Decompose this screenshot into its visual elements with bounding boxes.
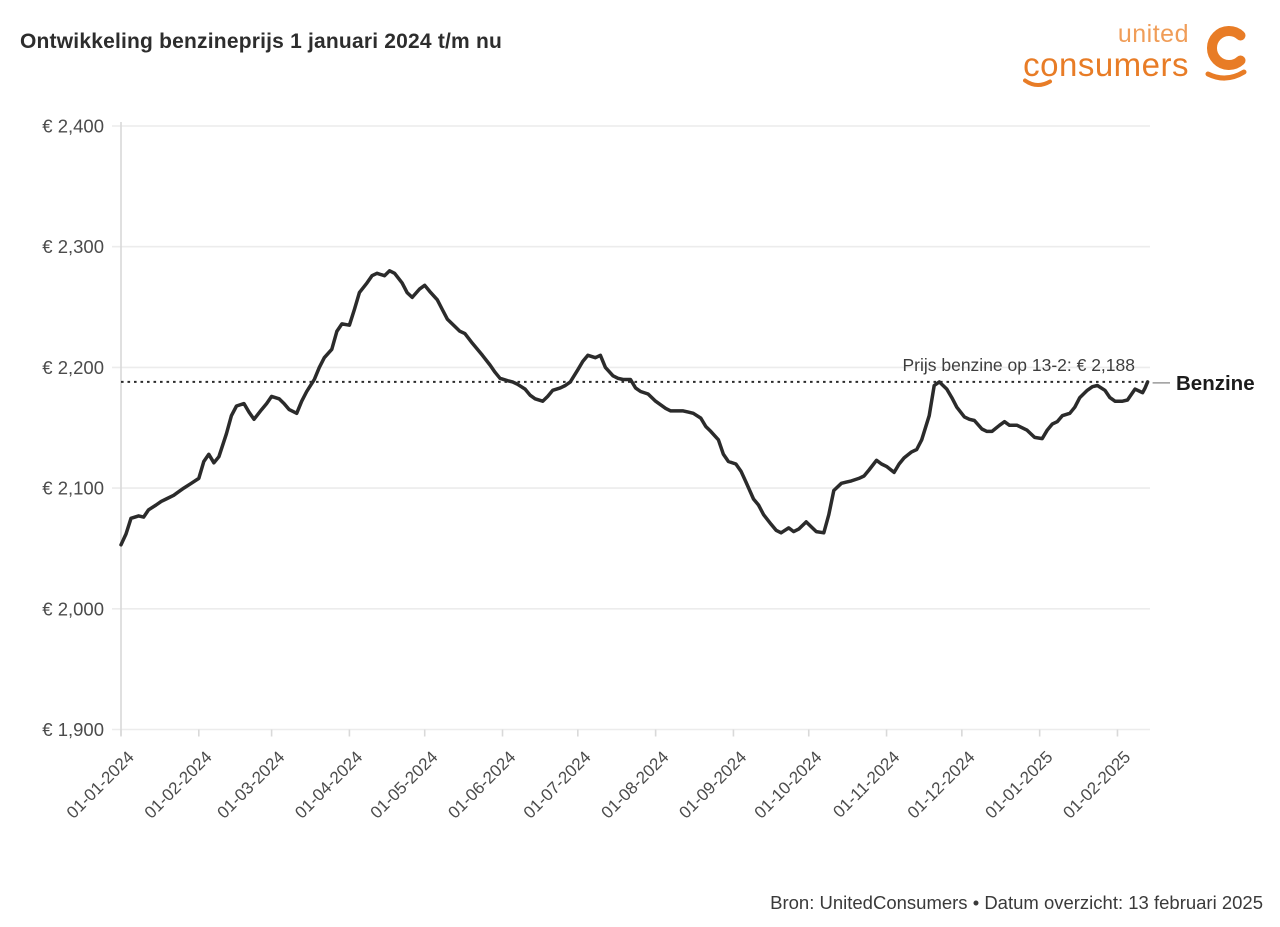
x-tick-label: 01-02-2024 [141,747,216,822]
x-tick-label: 01-05-2024 [367,747,442,822]
y-tick-label: € 2,200 [42,357,104,378]
x-tick-label: 01-02-2025 [1059,747,1134,822]
unitedconsumers-c-icon [1205,26,1247,81]
benzine-price-line [119,269,1150,547]
unitedconsumers-logo: united consumers [1023,20,1252,87]
x-tick-label: 01-08-2024 [598,747,673,822]
page-title: Ontwikkeling benzineprijs 1 januari 2024… [20,30,503,53]
x-tick-label: 01-09-2024 [675,747,750,822]
reference-annotation: Prijs benzine op 13-2: € 2,188 [902,355,1135,375]
source-footer: Bron: UnitedConsumers • Datum overzicht:… [770,892,1263,913]
x-tick-label: 01-11-2024 [829,747,903,821]
series-right-label: Benzine [1176,372,1255,395]
x-tick-label: 01-06-2024 [444,747,519,822]
logo-word-consumers: consumers [1023,46,1189,83]
logo-word-united: united [1117,20,1189,48]
y-tick-label: € 2,300 [42,236,104,257]
x-tick-label: 01-07-2024 [520,747,595,822]
x-tick-label: 01-01-2025 [982,747,1057,822]
x-tick-label: 01-01-2024 [63,747,138,822]
x-tick-label: 01-03-2024 [213,747,288,822]
y-tick-label: € 2,000 [42,598,104,619]
logo-wordmark: united consumers [1023,20,1189,87]
y-tick-label: € 1,900 [42,719,104,740]
x-tick-label: 01-10-2024 [751,747,826,822]
logo-small-swoosh-icon [1023,78,1053,87]
x-tick-label: 01-04-2024 [291,747,366,822]
y-tick-label: € 2,100 [42,478,104,499]
x-tick-label: 01-12-2024 [904,747,979,822]
y-tick-label: € 2,400 [42,116,104,137]
